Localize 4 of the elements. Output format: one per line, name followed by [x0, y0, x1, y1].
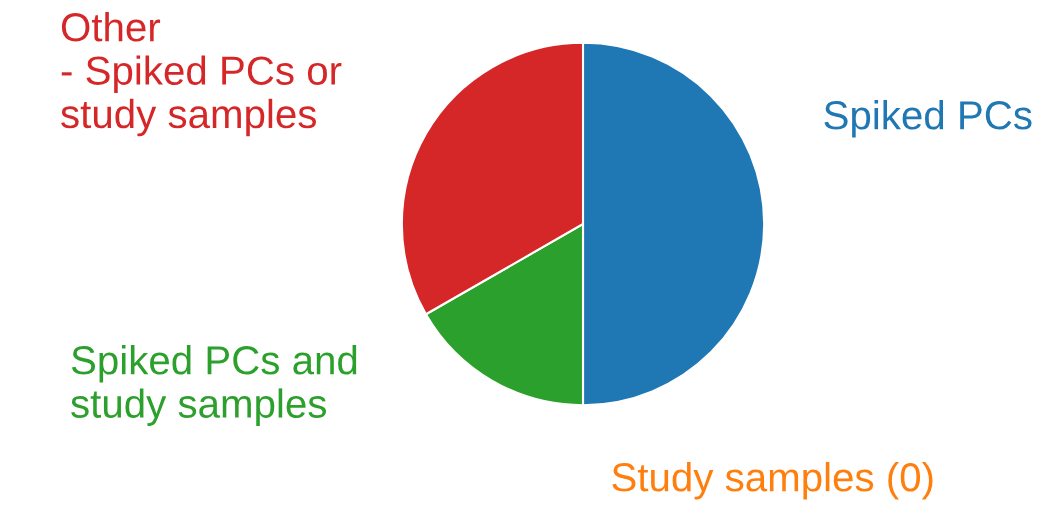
slice-label: Other - Spiked PCs or study samples [61, 12, 342, 137]
slice-label: Spiked PCs [824, 100, 1032, 138]
slice-label: Spiked PCs and study samples [71, 345, 357, 426]
category-label: Study samples (0) [612, 462, 933, 500]
